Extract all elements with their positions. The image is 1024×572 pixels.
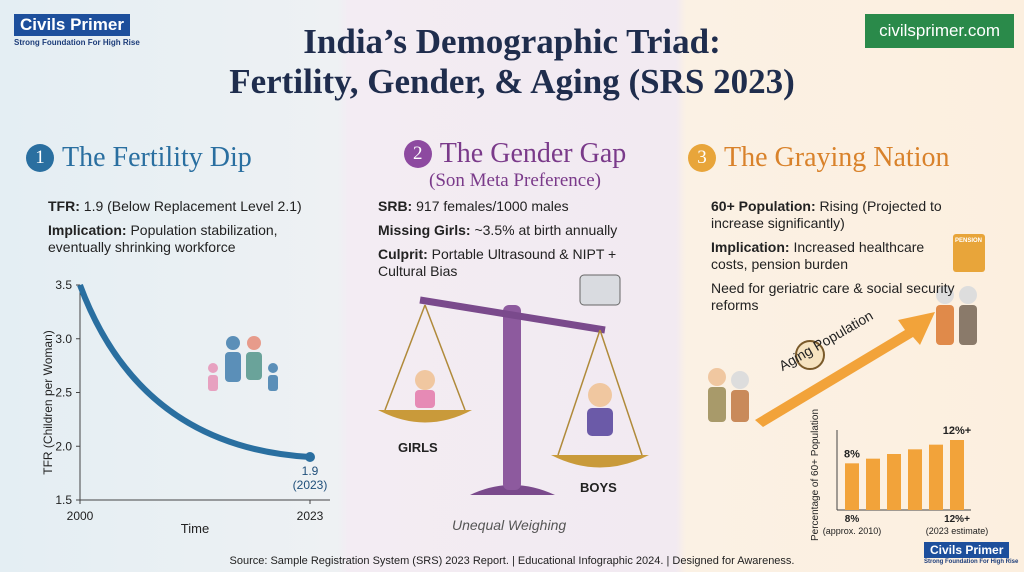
footer-logo: Civils Primer Strong Foundation For High…	[924, 541, 1019, 565]
panel-number: 3	[688, 144, 716, 172]
point-label: SRB:	[378, 198, 413, 214]
logo: Civils Primer Strong Foundation For High…	[14, 14, 152, 47]
title-line: India’s Demographic Triad:	[303, 22, 721, 61]
bar	[929, 444, 943, 510]
pan-label: GIRLS	[398, 440, 438, 455]
scale-illustration	[378, 274, 649, 495]
pension-icon-label: PENSION	[955, 238, 983, 244]
start-note: (approx. 2010)	[823, 526, 882, 536]
point: Missing Girls: ~3.5% at birth annually	[378, 222, 643, 239]
point-text: Rising (Projected to increase significan…	[711, 198, 942, 231]
title-line: Fertility, Gender, & Aging (SRS 2023)	[229, 62, 795, 101]
point-label: Culprit:	[378, 246, 428, 262]
site-badge: civilsprimer.com	[865, 14, 1014, 48]
y-tick-label: 2.0	[55, 439, 72, 453]
end-note: (2023 estimate)	[926, 526, 989, 536]
logo-title: Civils Primer	[924, 542, 1010, 558]
pan-label: BOYS	[580, 480, 617, 495]
y-tick-label: 3.5	[55, 278, 72, 292]
y-tick-label: 1.5	[55, 493, 72, 507]
panel-points: TFR: 1.9 (Below Replacement Level 2.1) I…	[48, 198, 338, 263]
point: 60+ Population: Rising (Projected to inc…	[711, 198, 956, 232]
point: Need for geriatric care & social securit…	[711, 280, 956, 314]
point-label: 60+ Population:	[711, 198, 816, 214]
point-text: 917 females/1000 males	[416, 198, 569, 214]
tfr-curve	[77, 283, 311, 460]
panel-title-text: The Fertility Dip	[62, 142, 252, 173]
panel-title: 1 The Fertility Dip	[26, 142, 252, 174]
point-text: Need for geriatric care & social securit…	[711, 280, 955, 313]
family-icon	[208, 336, 278, 391]
panel-points: 60+ Population: Rising (Projected to inc…	[711, 198, 956, 321]
y-axis-label: TFR (Children per Woman)	[41, 330, 55, 474]
point: Implication: Increased healthcare costs,…	[711, 239, 956, 273]
bar	[866, 458, 880, 510]
bar	[950, 440, 964, 510]
logo-title: Civils Primer	[14, 14, 130, 36]
bar	[887, 454, 901, 510]
point-label: Implication:	[48, 222, 127, 238]
panel-title-text: The Gender Gap	[439, 138, 627, 169]
start-label: 8%	[845, 514, 860, 525]
caption: Unequal Weighing	[452, 517, 567, 533]
footer: Source: Sample Registration System (SRS)…	[229, 555, 795, 567]
x-axis-label: Time	[181, 521, 209, 536]
aging-illustration	[708, 234, 985, 427]
panel-title: 3 The Graying Nation	[688, 142, 950, 174]
end-note: (2023)	[293, 478, 328, 492]
panel-title: 2 The Gender Gap (Son Meta Preference)	[360, 138, 670, 192]
panel-subtitle: (Son Meta Preference)	[429, 170, 601, 191]
point-text: Population stabilization, eventually shr…	[48, 222, 278, 255]
point-label: Implication:	[711, 239, 790, 255]
value-label: 8%	[844, 448, 860, 460]
title: India’s Demographic Triad: Fertility, Ge…	[150, 22, 874, 102]
y-axis-label: Percentage of 60+ Population	[810, 409, 821, 541]
value-label: 12%+	[943, 425, 971, 437]
point: SRB: 917 females/1000 males	[378, 198, 643, 215]
point-text: Portable Ultrasound & NIPT + Cultural Bi…	[378, 246, 617, 279]
x-tick-label: 2023	[297, 509, 324, 523]
end-point	[305, 452, 315, 462]
panel-title-text: The Graying Nation	[724, 142, 950, 173]
y-tick-label: 2.5	[55, 386, 72, 400]
x-tick-label: 2000	[67, 509, 94, 523]
panel-number: 1	[26, 144, 54, 172]
bar	[908, 449, 922, 510]
point-label: Missing Girls:	[378, 222, 471, 238]
point-label: TFR:	[48, 198, 80, 214]
logo-tagline: Strong Foundation For High Rise	[14, 38, 140, 47]
point: Culprit: Portable Ultrasound & NIPT + Cu…	[378, 246, 643, 280]
bar	[845, 463, 859, 510]
point-text: Increased healthcare costs, pension burd…	[711, 239, 925, 272]
end-label: 1.9	[302, 464, 319, 478]
point-text: 1.9 (Below Replacement Level 2.1)	[83, 198, 302, 214]
point: TFR: 1.9 (Below Replacement Level 2.1)	[48, 198, 338, 215]
point-text: ~3.5% at birth annually	[474, 222, 618, 238]
logo-tagline: Strong Foundation For High Rise	[924, 559, 1019, 565]
panel-number: 2	[403, 140, 432, 168]
y-tick-label: 3.0	[55, 332, 72, 346]
end-label: 12%+	[944, 514, 970, 525]
panel-points: SRB: 917 females/1000 males Missing Girl…	[378, 198, 643, 287]
point: Implication: Population stabilization, e…	[48, 222, 338, 256]
